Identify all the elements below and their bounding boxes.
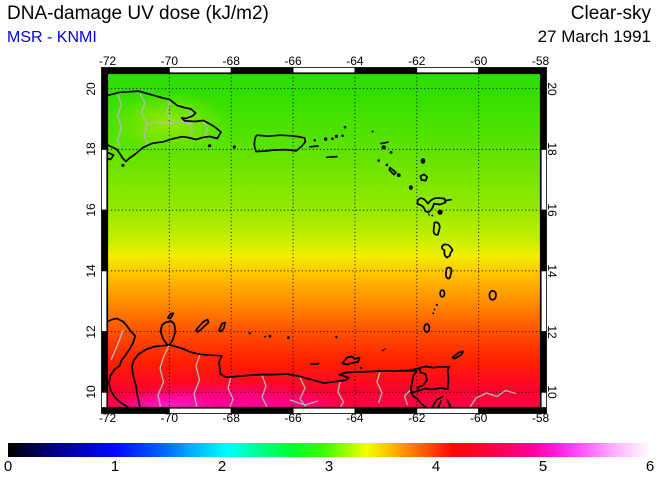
coast-aruba: [166, 312, 175, 320]
coast-vieques: [309, 145, 319, 148]
lon-tick-label-top: -72: [98, 54, 117, 68]
colorbar-tick-label: 6: [645, 458, 655, 475]
colorbar-tick-label: 2: [217, 458, 227, 475]
coast-desirade: [445, 198, 452, 202]
coast-anguilla: [380, 141, 389, 145]
lon-tick-label-bottom: -66: [284, 411, 302, 425]
coast-tiburon: [107, 151, 115, 161]
colorbar-tick-label: 3: [324, 458, 334, 475]
coast-st-croix: [326, 155, 338, 159]
coast-tobago: [451, 350, 465, 360]
coast-venezuela-main: [131, 320, 427, 408]
grid-lines: [107, 73, 541, 408]
uv-hotspot-core: [118, 390, 218, 408]
coast-guadeloupe: [416, 197, 447, 214]
lon-tick-label-bottom: -72: [98, 411, 117, 425]
colorbar-tick-label: 0: [3, 458, 13, 475]
coast-venezuela-west: [107, 317, 137, 408]
small-islands: [121, 125, 443, 370]
coast-puerto-rico: [253, 134, 307, 153]
page-title: DNA-damage UV dose (kJ/m2): [7, 3, 269, 24]
lon-tick-label-bottom: -64: [346, 411, 364, 425]
lon-tick-label-bottom: -62: [408, 411, 426, 425]
lon-tick-label-top: -68: [222, 54, 240, 68]
coast-grenada: [423, 323, 431, 333]
coast-dominica: [432, 221, 441, 236]
coast-st-lucia: [445, 266, 453, 280]
lon-tick-label-bottom: -70: [160, 411, 179, 425]
coast-orinoco-delta: [431, 395, 452, 408]
coast-la-tortuga: [310, 362, 320, 366]
coast-st-vincent: [439, 289, 446, 298]
colorbar-tick-label: 4: [431, 458, 441, 475]
condition-label: Clear-sky: [570, 3, 651, 24]
admin-borders: [110, 93, 517, 408]
coast-barbados: [488, 290, 497, 301]
coast-margarita: [341, 355, 361, 366]
coastlines: [107, 90, 497, 408]
lon-tick-label-top: -70: [160, 54, 179, 68]
colorbar-tick-label: 1: [110, 458, 120, 475]
map-border: [106, 72, 542, 409]
source-label: MSR - KNMI: [7, 29, 97, 46]
lon-tick-label-bottom: -58: [531, 411, 550, 425]
lon-tick-label-top: -64: [346, 54, 364, 68]
date-label: 27 March 1991: [537, 27, 651, 46]
colorbar-tick-label: 5: [538, 458, 548, 475]
lon-tick-label-top: -60: [469, 54, 488, 68]
hispaniola-uv-tint: [108, 92, 228, 152]
lon-tick-label-top: -62: [408, 54, 426, 68]
colorbar: [8, 443, 650, 457]
coast-trinidad: [416, 365, 451, 392]
coast-bonaire: [218, 321, 226, 333]
map-frame: [101, 67, 547, 414]
lon-tick-label-bottom: -68: [222, 411, 240, 425]
lon-tick-label-top: -66: [284, 54, 302, 68]
coast-hispaniola: [107, 90, 222, 163]
lon-tick-label-bottom: -60: [469, 411, 488, 425]
lon-tick-label-top: -58: [531, 54, 550, 68]
coast-antigua: [419, 173, 429, 182]
coast-curacao: [195, 318, 210, 333]
coast-st-kitts: [388, 166, 397, 176]
coast-martinique: [441, 243, 454, 259]
